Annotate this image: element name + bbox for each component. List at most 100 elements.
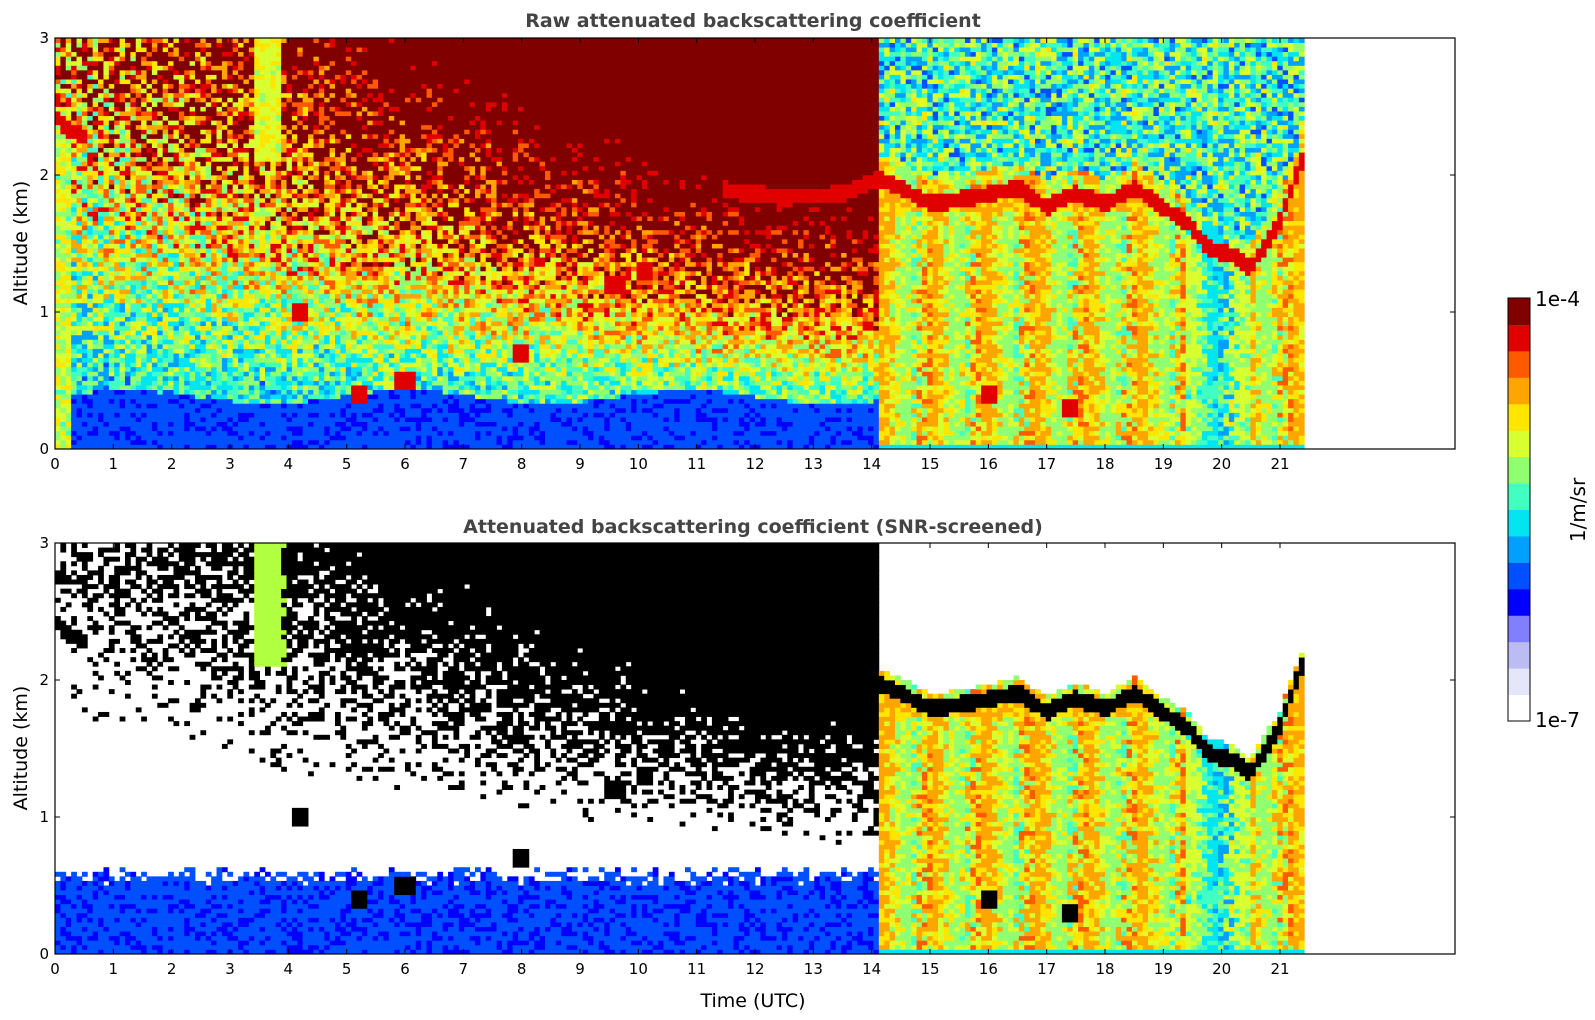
heatmap-cell — [190, 321, 196, 326]
heatmap-cell — [152, 440, 158, 445]
heatmap-cell — [109, 271, 115, 276]
heatmap-cell — [98, 230, 104, 235]
heatmap-cell — [152, 390, 158, 395]
heatmap-cell — [184, 412, 190, 417]
heatmap-cell — [190, 198, 196, 203]
heatmap-cell — [276, 358, 282, 363]
heatmap-cell — [330, 116, 336, 121]
heatmap-cell — [147, 93, 153, 98]
heatmap-cell — [147, 381, 153, 386]
heatmap-cell — [260, 326, 266, 331]
heatmap-cell — [335, 271, 341, 276]
heatmap-cell — [319, 330, 325, 335]
heatmap-cell — [238, 97, 244, 102]
heatmap-cell — [163, 166, 169, 171]
heatmap-cell — [77, 257, 83, 262]
heatmap-cell — [184, 221, 190, 226]
heatmap-cell — [184, 61, 190, 66]
heatmap-cell — [222, 376, 228, 381]
heatmap-cell — [346, 266, 352, 271]
heatmap-cell — [287, 440, 293, 445]
heatmap-cell — [184, 262, 190, 267]
heatmap-cell — [55, 440, 61, 445]
heatmap-cell — [276, 321, 282, 326]
heatmap-cell — [195, 225, 201, 230]
heatmap-cell — [340, 52, 346, 57]
heatmap-cell — [233, 294, 239, 299]
heatmap-cell — [141, 403, 147, 408]
heatmap-cell — [55, 390, 61, 395]
heatmap-cell — [120, 221, 126, 226]
heatmap-cell — [211, 257, 217, 262]
heatmap-cell — [120, 88, 126, 93]
heatmap-cell — [98, 399, 104, 404]
heatmap-cell — [200, 148, 206, 153]
heatmap-cell — [152, 102, 158, 107]
heatmap-cell — [120, 193, 126, 198]
heatmap-cell — [254, 75, 260, 80]
heatmap-cell — [200, 244, 206, 249]
heatmap-cell — [276, 262, 282, 267]
heatmap-cell — [87, 412, 93, 417]
heatmap-cell — [120, 120, 126, 125]
heatmap-cell — [222, 120, 228, 125]
heatmap-cell — [179, 285, 185, 290]
heatmap-cell — [120, 412, 126, 417]
heatmap-cell — [313, 266, 319, 271]
heatmap-cell — [195, 166, 201, 171]
heatmap-cell — [319, 38, 325, 43]
heatmap-cell — [93, 166, 99, 171]
heatmap-cell — [206, 280, 212, 285]
heatmap-cell — [195, 239, 201, 244]
heatmap-cell — [157, 307, 163, 312]
heatmap-cell — [292, 175, 298, 180]
heatmap-cell — [211, 376, 217, 381]
heatmap-cell — [270, 88, 276, 93]
heatmap-cell — [168, 344, 174, 349]
heatmap-cell — [313, 107, 319, 112]
heatmap-cell — [103, 107, 109, 112]
heatmap-cell — [319, 143, 325, 148]
heatmap-cell — [233, 248, 239, 253]
heatmap-cell — [211, 362, 217, 367]
heatmap-cell — [292, 189, 298, 194]
heatmap-cell — [324, 225, 330, 230]
heatmap-cell — [254, 321, 260, 326]
heatmap-cell — [152, 362, 158, 367]
heatmap-cell — [260, 289, 266, 294]
heatmap-cell — [66, 317, 72, 322]
heatmap-cell — [71, 161, 77, 166]
heatmap-cell — [93, 394, 99, 399]
heatmap-cell — [281, 52, 287, 57]
heatmap-cell — [66, 339, 72, 344]
heatmap-cell — [87, 312, 93, 317]
heatmap-cell — [125, 198, 131, 203]
heatmap-cell — [313, 435, 319, 440]
heatmap-cell — [217, 317, 223, 322]
heatmap-cell — [163, 180, 169, 185]
heatmap-cell — [276, 271, 282, 276]
heatmap-cell — [82, 426, 88, 431]
heatmap-cell — [281, 180, 287, 185]
heatmap-cell — [147, 298, 153, 303]
heatmap-cell — [335, 88, 341, 93]
heatmap-cell — [211, 120, 217, 125]
heatmap-cell — [87, 381, 93, 386]
heatmap-cell — [319, 417, 325, 422]
heatmap-cell — [130, 216, 136, 221]
heatmap-cell — [130, 116, 136, 121]
heatmap-cell — [265, 275, 271, 280]
heatmap-cell — [324, 56, 330, 61]
heatmap-cell — [265, 285, 271, 290]
heatmap-cell — [303, 38, 309, 43]
heatmap-cell — [103, 248, 109, 253]
heatmap-cell — [335, 408, 341, 413]
heatmap-cell — [281, 88, 287, 93]
heatmap-cell — [168, 79, 174, 84]
heatmap-cell — [222, 266, 228, 271]
heatmap-cell — [319, 289, 325, 294]
heatmap-cell — [227, 111, 233, 116]
heatmap-cell — [270, 189, 276, 194]
heatmap-cell — [184, 97, 190, 102]
heatmap-cell — [238, 422, 244, 427]
